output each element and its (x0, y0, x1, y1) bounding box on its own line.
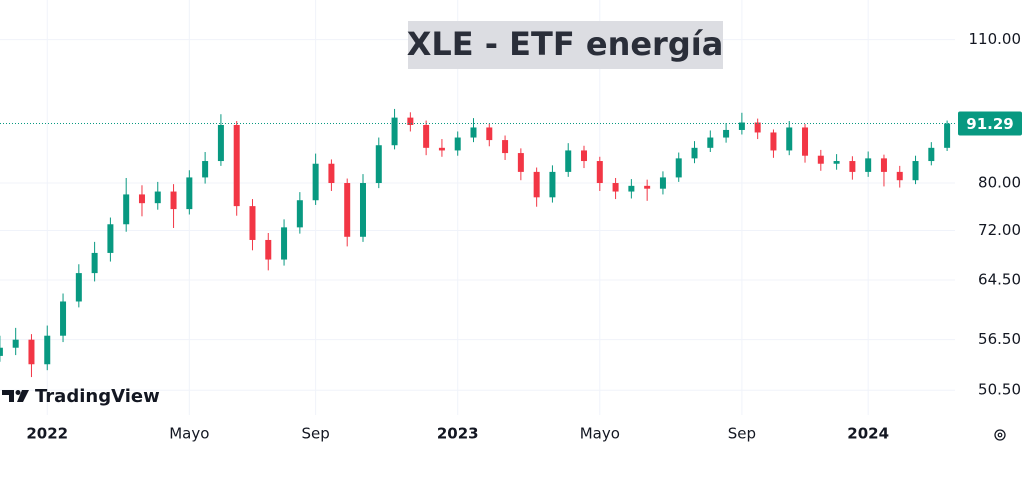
y-tick-label: 80.00 (978, 174, 1021, 192)
candle-body (60, 301, 67, 336)
candle-body (217, 124, 224, 162)
candle-body (896, 171, 903, 181)
logo-icon (2, 390, 14, 402)
last-price-label: 91.29 (966, 115, 1013, 133)
candle-body (912, 161, 919, 181)
y-tick-label: 72.00 (978, 221, 1021, 239)
candle-body (265, 239, 272, 260)
candle-body (91, 252, 98, 274)
candle-body (833, 161, 840, 164)
brand-name: TradingView (35, 386, 160, 407)
candle-body (249, 206, 256, 240)
candle-body (612, 183, 619, 192)
candle-body (123, 194, 130, 225)
y-tick-label: 50.50 (978, 381, 1021, 399)
candle-body (802, 127, 809, 156)
candle-body (770, 132, 777, 151)
candle-body (233, 124, 240, 207)
candle-body (691, 147, 698, 159)
candle-body (454, 137, 461, 151)
logo-icon (15, 390, 21, 395)
candle-body (202, 161, 209, 178)
candle-body (549, 171, 556, 198)
plot (0, 108, 955, 378)
candle-body (723, 129, 730, 138)
candle-body (359, 183, 366, 237)
candle-body (407, 117, 414, 125)
candle-body (28, 339, 35, 365)
candle-body (423, 124, 430, 148)
candle-body (0, 347, 3, 356)
candle-body (659, 177, 666, 189)
x-tick-label: 2023 (437, 425, 479, 443)
y-tick-label: 56.50 (978, 330, 1021, 348)
candle-body (644, 185, 651, 189)
candle-body (312, 163, 319, 201)
candle-body (154, 191, 161, 204)
candle-body (786, 127, 793, 151)
y-tick-label: 64.50 (978, 271, 1021, 289)
candle-body (581, 150, 588, 162)
candle-body (107, 224, 114, 253)
candle-body (502, 140, 509, 154)
last-price-box (958, 111, 1022, 136)
candle-body (170, 191, 177, 210)
candle-body (944, 123, 951, 148)
candle-body (328, 163, 335, 184)
title-box (408, 21, 723, 69)
candle-body (138, 194, 145, 204)
candle-body (565, 150, 572, 172)
candle-body (754, 122, 761, 133)
candle-body (738, 122, 745, 130)
candle-body (12, 339, 19, 348)
candle-body (186, 177, 193, 210)
settings-icon[interactable] (994, 429, 1006, 441)
candle-body (281, 227, 288, 260)
settings-icon[interactable] (994, 429, 1006, 441)
candle-body (628, 185, 635, 192)
candle-body (344, 183, 351, 237)
candle-body (517, 153, 524, 172)
candle-body (470, 127, 477, 138)
logo-icon (17, 390, 29, 402)
candle-body (849, 161, 856, 172)
chart-title: XLE - ETF energía (407, 25, 724, 63)
candle-body (928, 147, 935, 162)
candle-body (296, 200, 303, 228)
candle-body (391, 117, 398, 146)
candle-body (375, 145, 382, 184)
candle-body (486, 127, 493, 141)
candle-body (675, 158, 682, 178)
x-tick-label: Mayo (169, 425, 209, 443)
y-tick-label: 110.00 (969, 30, 1022, 48)
x-tick-label: Sep (301, 425, 329, 443)
candle-body (44, 335, 51, 365)
candle-body (880, 158, 887, 172)
candle-body (438, 147, 445, 151)
x-tick-label: 2024 (847, 425, 889, 443)
candle-body (817, 155, 824, 164)
grid (0, 0, 955, 415)
candle-body (533, 171, 540, 198)
x-tick-label: Sep (728, 425, 756, 443)
x-tick-label: Mayo (580, 425, 620, 443)
candle-body (865, 158, 872, 172)
candle-body (596, 161, 603, 184)
brand-logo: TradingView (2, 386, 160, 407)
candle-body (75, 273, 82, 302)
x-tick-label: 2022 (26, 425, 68, 443)
settings-icon[interactable] (997, 432, 1003, 438)
candle-body (707, 137, 714, 148)
